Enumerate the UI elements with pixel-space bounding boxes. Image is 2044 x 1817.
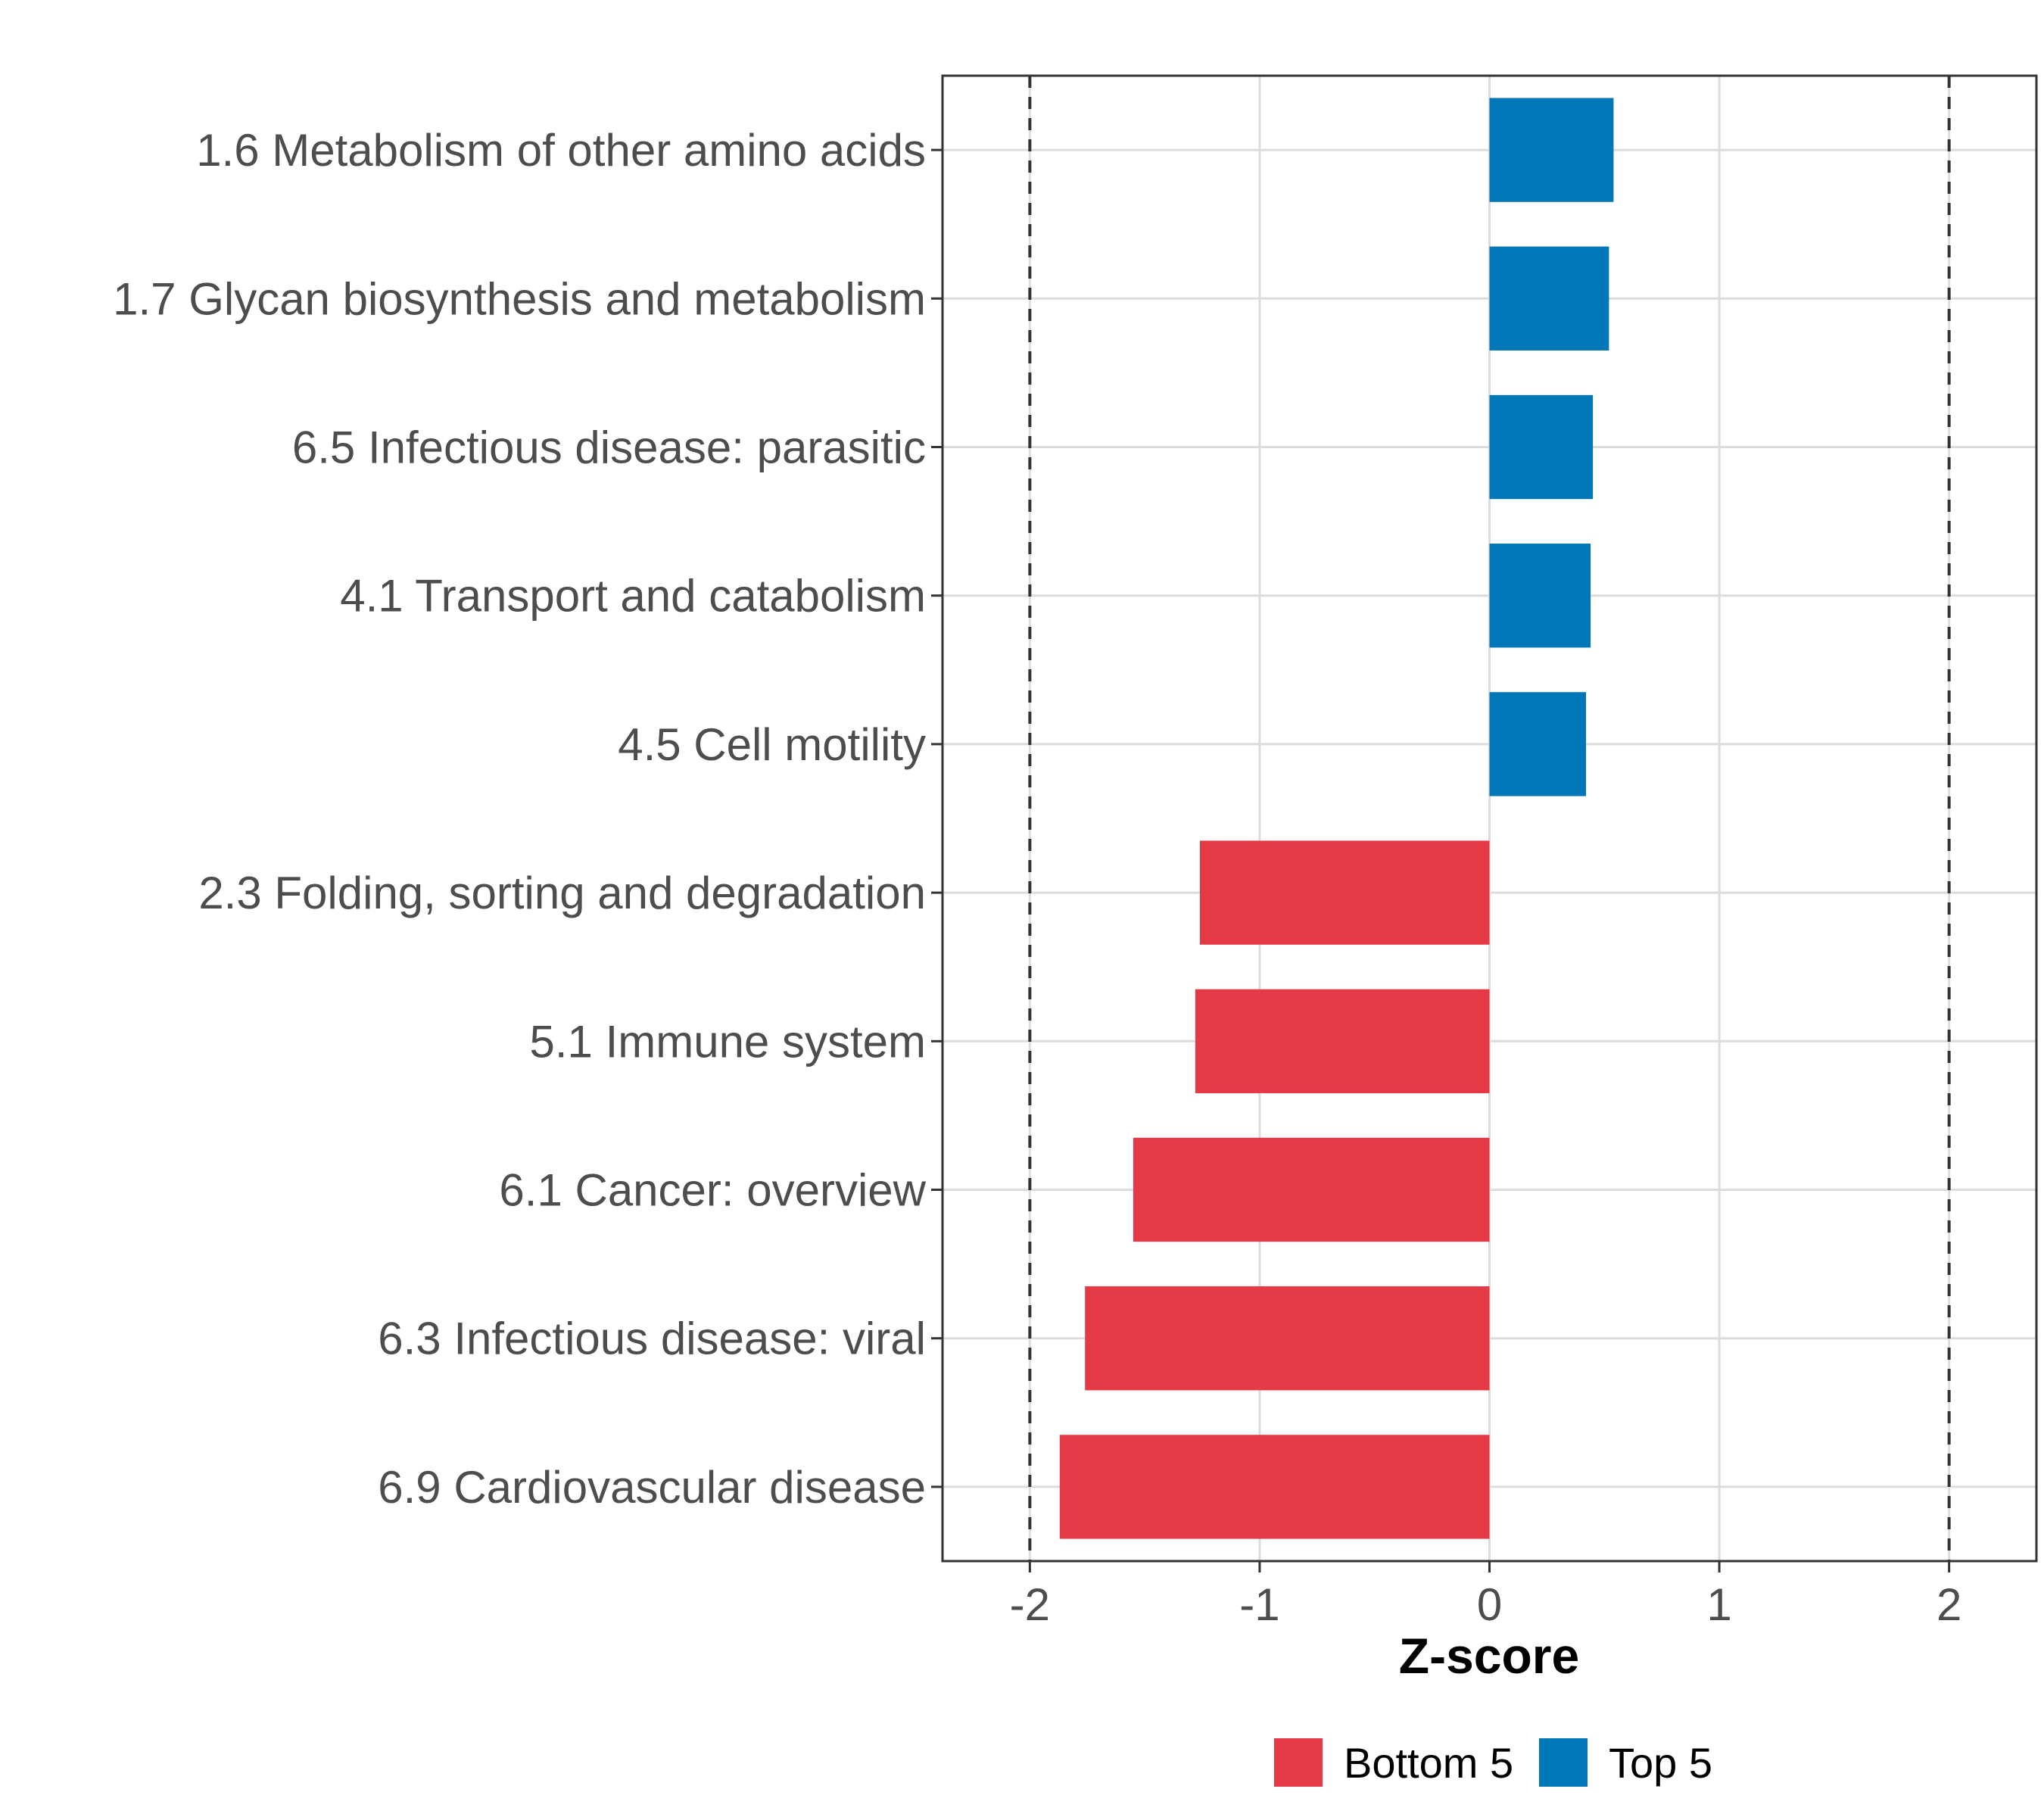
x-tick-label: 0	[1477, 1579, 1502, 1630]
y-tick-label: 6.5 Infectious disease: parasitic	[292, 422, 926, 473]
y-tick-label: 2.3 Folding, sorting and degradation	[198, 868, 926, 918]
y-tick-label: 6.9 Cardiovascular disease	[378, 1462, 926, 1513]
bar[interactable]	[1489, 98, 1614, 202]
bar[interactable]	[1489, 692, 1587, 796]
y-tick-label: 4.5 Cell motility	[618, 719, 926, 770]
bar[interactable]	[1195, 989, 1490, 1093]
y-tick-label: 6.1 Cancer: overview	[499, 1165, 926, 1216]
bar[interactable]	[1200, 840, 1490, 945]
y-tick-label: 6.3 Infectious disease: viral	[378, 1314, 926, 1364]
y-tick-label: 1.7 Glycan biosynthesis and metabolism	[113, 273, 926, 324]
bar[interactable]	[1489, 544, 1591, 648]
bar[interactable]	[1085, 1286, 1490, 1391]
legend-key[interactable]	[1274, 1738, 1323, 1787]
x-tick-label: -2	[1010, 1579, 1050, 1630]
legend: Bottom 5 Top 5	[1274, 1738, 1712, 1787]
bar[interactable]	[1489, 246, 1609, 351]
y-tick-label: 1.6 Metabolism of other amino acids	[196, 125, 926, 176]
x-tick-label: 2	[1937, 1579, 1961, 1630]
y-tick-label: 5.1 Immune system	[529, 1016, 926, 1067]
y-tick-label: 4.1 Transport and catabolism	[340, 571, 926, 622]
legend-label: Bottom 5	[1344, 1739, 1513, 1787]
legend-label: Top 5	[1609, 1739, 1712, 1787]
x-tick-label: 1	[1706, 1579, 1731, 1630]
x-tick-label: -1	[1239, 1579, 1279, 1630]
x-axis: -2 -1 0 1 2	[1010, 1561, 1961, 1630]
x-axis-title: Z-score	[1399, 1628, 1579, 1684]
bar[interactable]	[1489, 394, 1594, 500]
y-axis: 1.6 Metabolism of other amino acids 1.7 G…	[113, 125, 943, 1513]
legend-key[interactable]	[1539, 1738, 1588, 1787]
bar[interactable]	[1133, 1137, 1490, 1242]
bar[interactable]	[1059, 1435, 1490, 1539]
reference-line-layer	[1028, 76, 1951, 1561]
bar-layer	[1059, 98, 1614, 1539]
